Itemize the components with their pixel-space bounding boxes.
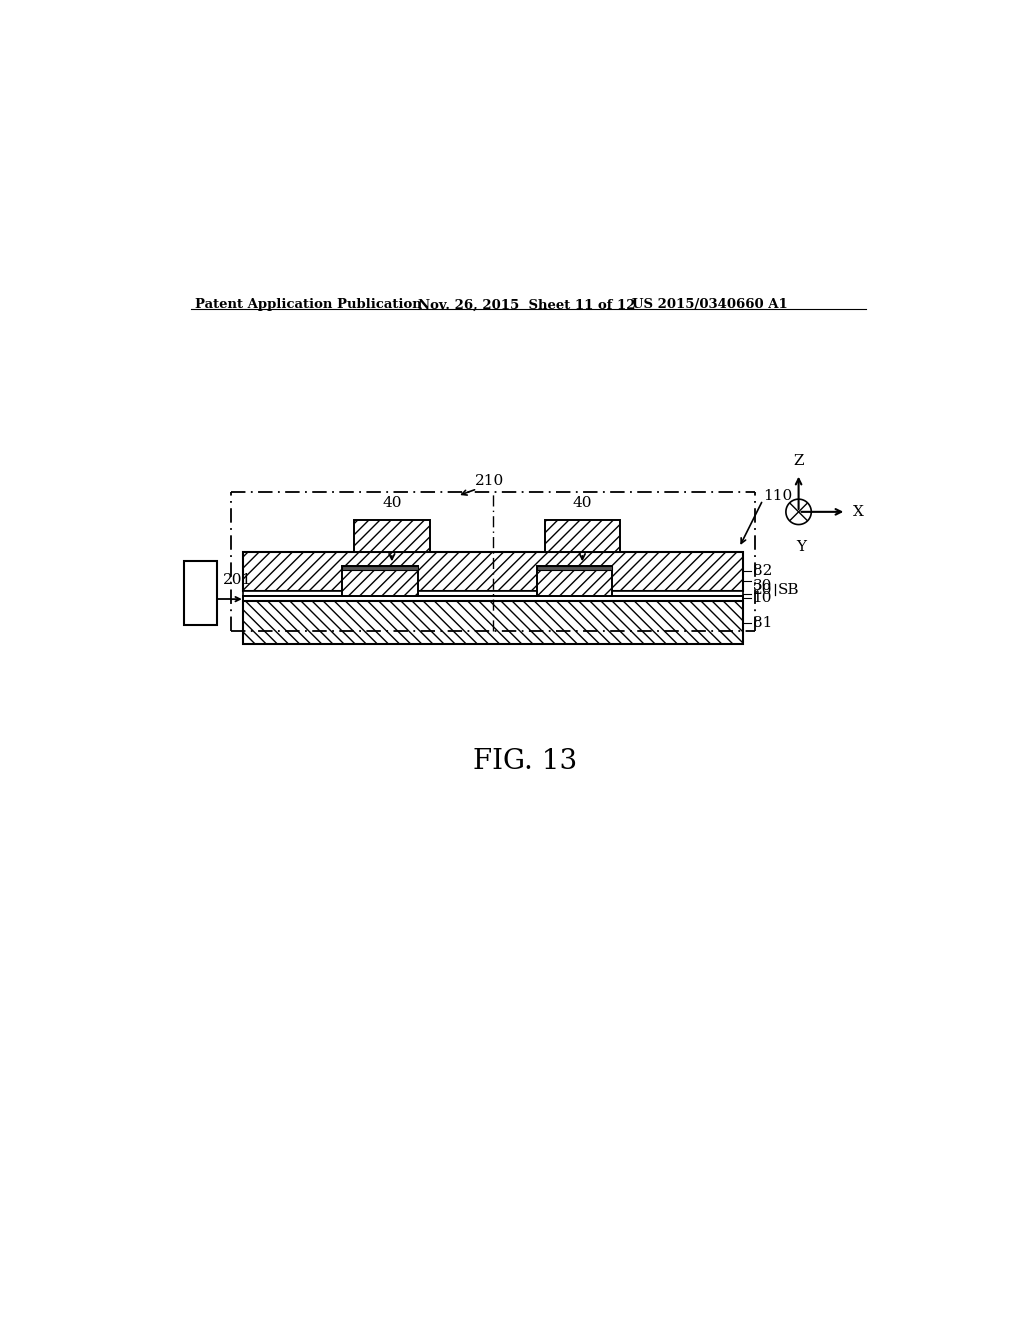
Text: 210: 210 [474, 474, 504, 488]
Bar [243, 591, 743, 595]
Text: 40: 40 [382, 496, 401, 511]
Text: 40: 40 [572, 496, 592, 511]
Text: FIG. 13: FIG. 13 [473, 748, 577, 775]
Text: 82: 82 [753, 565, 772, 578]
Text: Y: Y [796, 540, 806, 553]
Text: 81: 81 [753, 615, 772, 630]
Text: 201: 201 [223, 573, 253, 587]
Bar [354, 520, 430, 552]
Text: Z: Z [794, 454, 804, 469]
Text: Nov. 26, 2015  Sheet 11 of 12: Nov. 26, 2015 Sheet 11 of 12 [418, 298, 635, 312]
Bar [545, 520, 621, 552]
Text: 30: 30 [753, 578, 772, 593]
Bar [537, 566, 612, 595]
Text: US 2015/0340660 A1: US 2015/0340660 A1 [632, 298, 787, 312]
Text: X: X [853, 504, 863, 519]
Text: 10: 10 [753, 591, 772, 606]
Text: Patent Application Publication: Patent Application Publication [196, 298, 422, 312]
Bar [342, 566, 418, 570]
Bar [537, 566, 612, 570]
Text: 20: 20 [753, 583, 772, 598]
Text: SB: SB [778, 582, 800, 597]
Bar [342, 566, 418, 595]
Bar [243, 601, 743, 644]
Bar [243, 552, 743, 591]
Bar [183, 561, 217, 624]
Bar [243, 595, 743, 601]
Text: 110: 110 [763, 488, 793, 503]
